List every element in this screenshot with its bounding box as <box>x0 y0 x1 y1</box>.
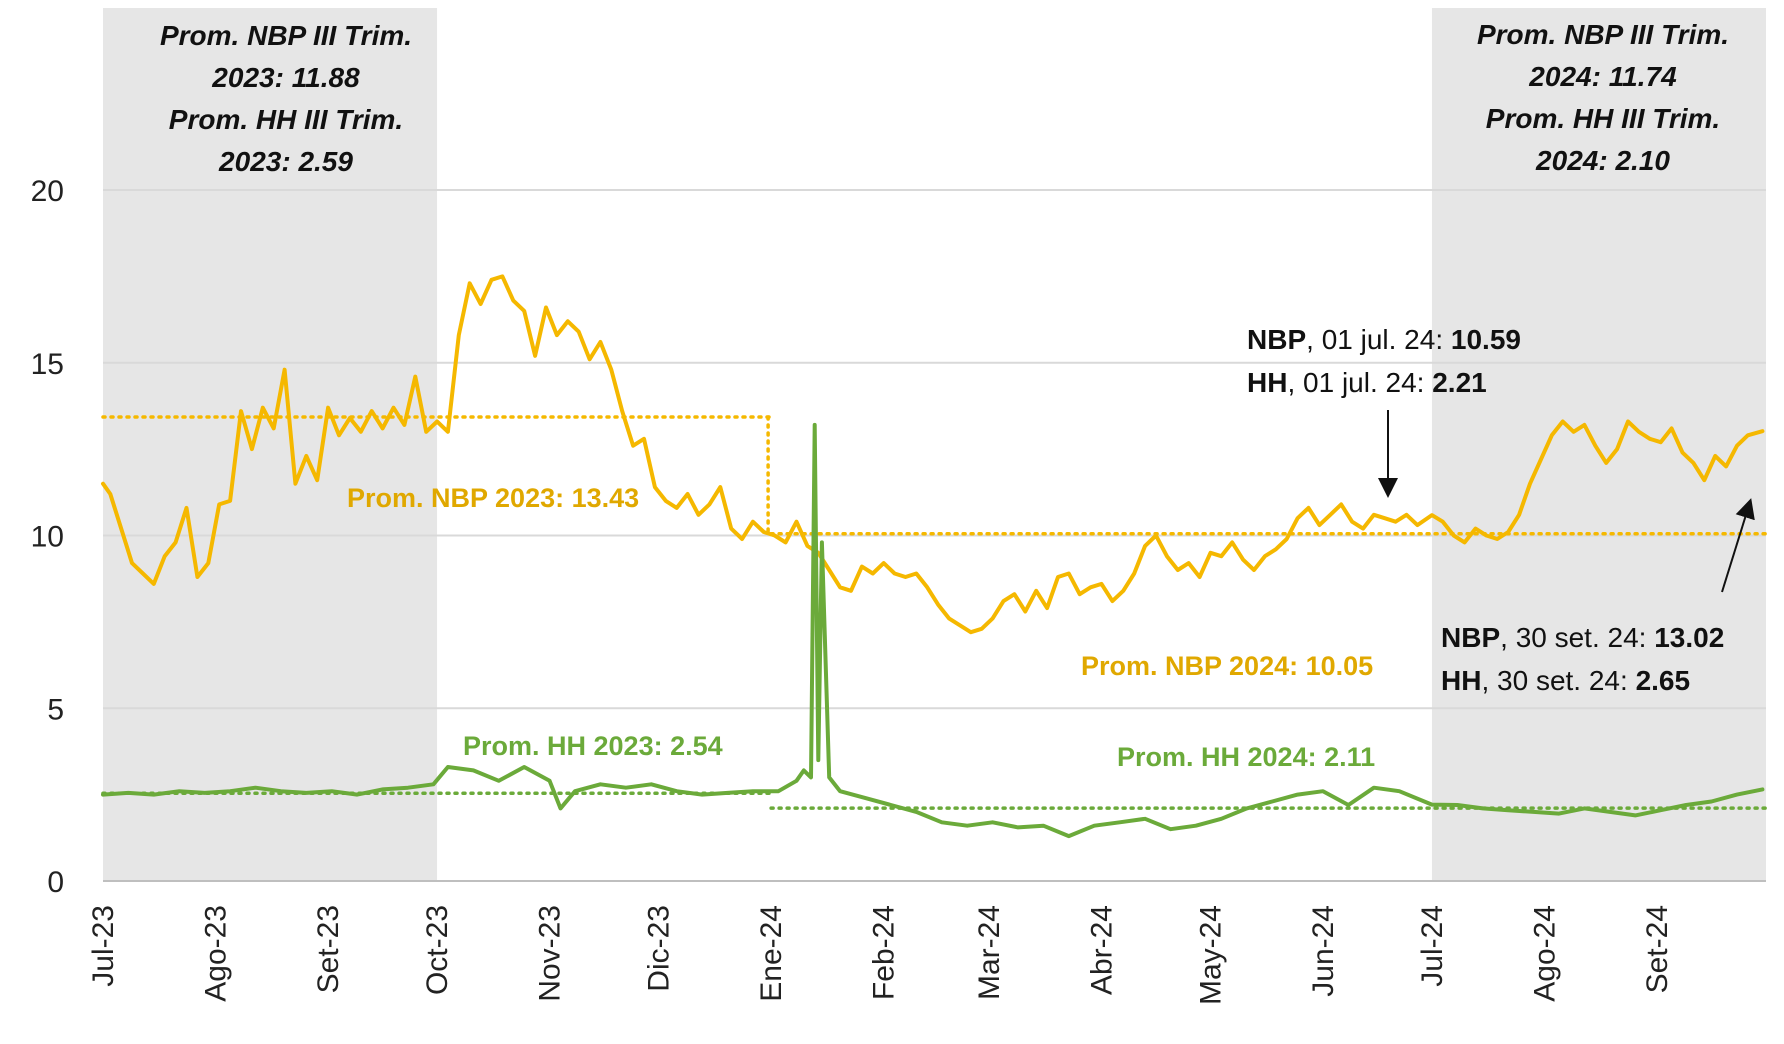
callout1-nbp-date: 01 jul. 24: <box>1322 324 1443 355</box>
callout-sep-2024: NBP, 30 set. 24: 13.02 HH, 30 set. 24: 2… <box>1441 498 1755 696</box>
callout1-hh-value: 2.21 <box>1432 367 1487 398</box>
x-tick-label-Dic-23: Dic-23 <box>643 905 676 992</box>
x-tick-label-Abr-24: Abr-24 <box>1086 905 1119 995</box>
callout2-hh-line: HH, 30 set. 24: 2.65 <box>1441 665 1690 696</box>
x-tick-label-Jul-24: Jul-24 <box>1416 905 1449 987</box>
series-line-hh <box>101 422 1765 839</box>
avg-label-hh-2024: Prom. HH 2024: 2.11 <box>1117 742 1375 772</box>
shaded-period-1-text: Prom. NBP III Trim. 2023: 11.88 Prom. HH… <box>160 20 412 177</box>
y-tick-label-20: 20 <box>31 175 64 208</box>
x-tick-label-Ago-23: Ago-23 <box>200 905 233 1002</box>
callout-jul-2024: NBP, 01 jul. 24: 10.59 HH, 01 jul. 24: 2… <box>1247 324 1521 498</box>
callout1-nbp-line: NBP, 01 jul. 24: 10.59 <box>1247 324 1521 355</box>
shade1-line2: 2023: 11.88 <box>211 62 360 93</box>
y-tick-label-5: 5 <box>47 693 64 726</box>
callout2-arrow <box>1721 498 1755 593</box>
x-tick-label-Nov-23: Nov-23 <box>534 905 567 1002</box>
shade2-line1: Prom. NBP III Trim. <box>1477 19 1729 50</box>
callout2-nbp-value: 13.02 <box>1654 622 1724 653</box>
shaded-period-1 <box>103 8 438 881</box>
x-tick-label-Oct-23: Oct-23 <box>421 905 454 995</box>
shade2-line4: 2024: 2.10 <box>1535 145 1670 176</box>
callout1-hh-line: HH, 01 jul. 24: 2.21 <box>1247 367 1487 398</box>
x-tick-label-Jul-23: Jul-23 <box>87 905 120 987</box>
callout2-hh-label: HH <box>1441 665 1481 696</box>
series-line-nbp <box>101 274 1765 635</box>
callout2-hh-value: 2.65 <box>1636 665 1691 696</box>
avg-label-nbp-2024: Prom. NBP 2024: 10.05 <box>1081 651 1373 681</box>
avg-label-nbp-2023: Prom. NBP 2023: 13.43 <box>347 483 639 513</box>
x-tick-label-Jun-24: Jun-24 <box>1307 905 1340 997</box>
callout2-nbp-date: 30 set. 24: <box>1516 622 1647 653</box>
x-tick-label-Ago-24: Ago-24 <box>1529 905 1562 1002</box>
x-tick-label-May-24: May-24 <box>1194 905 1227 1005</box>
y-tick-label-10: 10 <box>31 521 64 554</box>
x-tick-label-Set-24: Set-24 <box>1641 905 1674 993</box>
callout2-hh-date: 30 set. 24: <box>1497 665 1628 696</box>
shade1-line1: Prom. NBP III Trim. <box>160 20 412 51</box>
x-tick-label-Ene-24: Ene-24 <box>755 905 788 1002</box>
shaded-period-2-text: Prom. NBP III Trim. 2024: 11.74 Prom. HH… <box>1477 19 1729 176</box>
y-tick-label-15: 15 <box>31 348 64 381</box>
x-tick-label-Feb-24: Feb-24 <box>868 905 901 1000</box>
shade1-line3: Prom. HH III Trim. <box>169 104 403 135</box>
y-tick-label-0: 0 <box>47 866 64 899</box>
shade2-line2: 2024: 11.74 <box>1528 61 1677 92</box>
x-tick-label-Mar-24: Mar-24 <box>973 905 1006 1000</box>
callout1-nbp-value: 10.59 <box>1451 324 1521 355</box>
callout2-nbp-line: NBP, 30 set. 24: 13.02 <box>1441 622 1724 653</box>
callout2-nbp-label: NBP <box>1441 622 1500 653</box>
shade2-line3: Prom. HH III Trim. <box>1486 103 1720 134</box>
callout1-hh-label: HH <box>1247 367 1287 398</box>
callout1-nbp-label: NBP <box>1247 324 1306 355</box>
callout1-hh-date: 01 jul. 24: <box>1303 367 1424 398</box>
shaded-period-2 <box>1431 8 1766 881</box>
avg-label-hh-2023: Prom. HH 2023: 2.54 <box>463 731 723 761</box>
shade1-line4: 2023: 2.59 <box>218 146 353 177</box>
x-tick-label-Set-23: Set-23 <box>312 905 345 993</box>
